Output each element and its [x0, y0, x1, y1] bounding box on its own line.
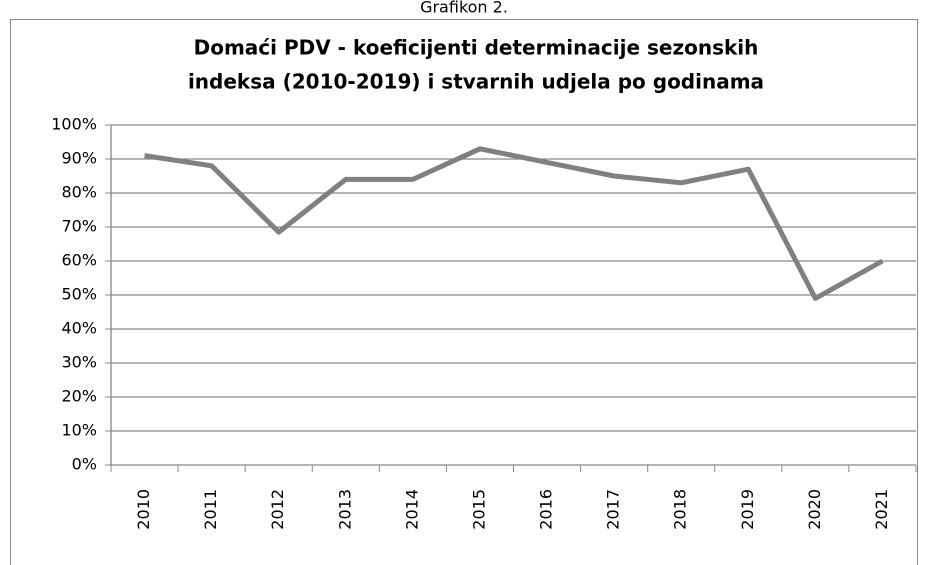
y-tick-label: 100%	[51, 115, 97, 134]
x-tick-label: 2013	[335, 489, 354, 530]
data-line	[144, 146, 884, 301]
chart-border	[10, 19, 918, 565]
x-tick-label: 2021	[872, 489, 891, 530]
x-tick-label: 2020	[805, 489, 824, 530]
x-tick-label: 2017	[604, 489, 623, 530]
y-tick-label: 10%	[61, 421, 97, 440]
y-tick-label: 30%	[61, 353, 97, 372]
y-tick-label: 50%	[61, 285, 97, 304]
y-tick-label: 40%	[61, 319, 97, 338]
y-tick-label: 20%	[61, 387, 97, 406]
y-tick-label: 60%	[61, 251, 97, 270]
x-tick-label: 2010	[134, 489, 153, 530]
x-tick-label: 2019	[738, 489, 757, 530]
chart-title: indeksa (2010-2019) i stvarnih udjela po…	[188, 70, 764, 94]
chart-title: Domaći PDV - koeficijenti determinacije …	[194, 36, 759, 60]
y-tick-label: 80%	[61, 183, 97, 202]
x-tick-label: 2011	[201, 489, 220, 530]
x-tick-label: 2018	[671, 489, 690, 530]
x-tick-label: 2015	[469, 489, 488, 530]
y-tick-label: 0%	[72, 455, 97, 474]
y-tick-label: 70%	[61, 217, 97, 236]
chart-caption: Grafikon 2.	[420, 0, 508, 17]
x-tick-label: 2012	[268, 489, 287, 530]
y-tick-label: 90%	[61, 149, 97, 168]
x-tick-label: 2014	[402, 489, 421, 530]
x-tick-label: 2016	[537, 489, 556, 530]
